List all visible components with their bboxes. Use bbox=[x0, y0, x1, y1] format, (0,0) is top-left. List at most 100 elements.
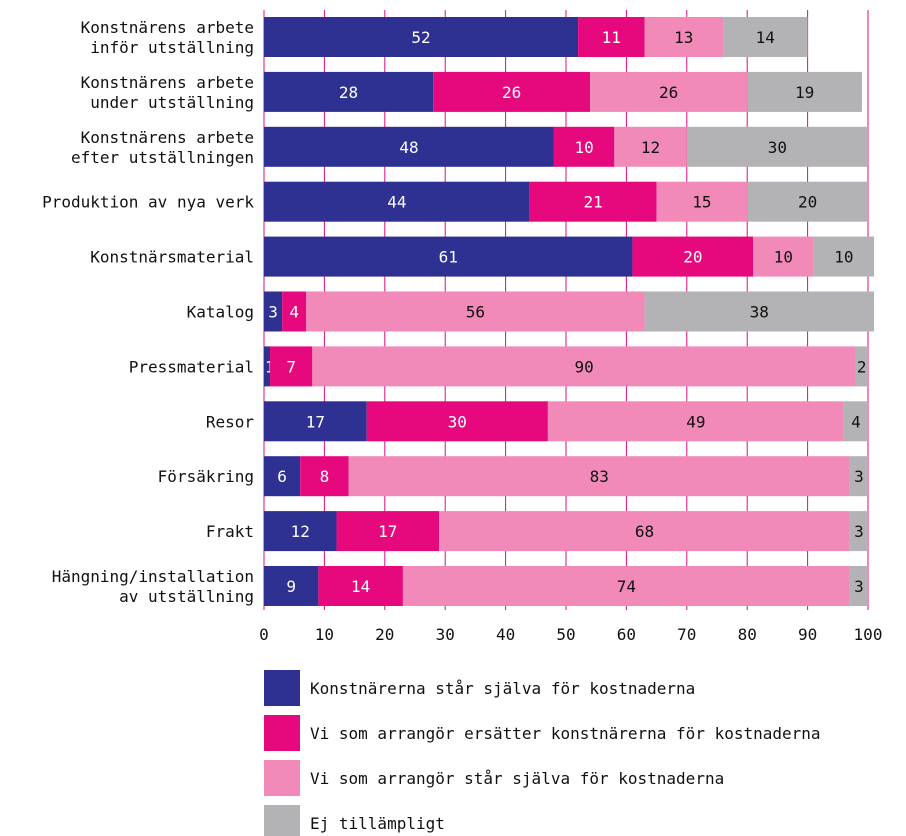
legend-label: Vi som arrangör ersätter konstnärerna fö… bbox=[310, 724, 821, 743]
bar-segment bbox=[300, 456, 349, 497]
category-label: under utställning bbox=[90, 93, 254, 112]
bar-segment bbox=[264, 71, 434, 112]
category-label: Hängning/installation bbox=[52, 567, 254, 586]
bar-segment bbox=[402, 566, 850, 606]
bar-segment bbox=[813, 236, 875, 277]
bar-segment bbox=[282, 291, 307, 332]
bar-segment bbox=[632, 236, 754, 277]
category-label: Frakt bbox=[206, 522, 254, 541]
bar-segment bbox=[753, 236, 814, 277]
legend-swatch bbox=[264, 670, 300, 706]
data-label: 9 bbox=[286, 577, 296, 596]
data-label: 30 bbox=[448, 412, 467, 431]
bar-segment bbox=[843, 401, 868, 442]
legend-label: Vi som arrangör står själva för kostnade… bbox=[310, 769, 724, 788]
bar-segment bbox=[306, 291, 645, 332]
bar-segment bbox=[264, 511, 337, 552]
x-tick-label: 70 bbox=[677, 625, 696, 644]
x-tick-label: 0 bbox=[259, 625, 269, 644]
data-label: 12 bbox=[291, 522, 310, 541]
data-label: 4 bbox=[851, 412, 861, 431]
data-label: 20 bbox=[683, 248, 702, 267]
data-label: 4 bbox=[289, 303, 299, 322]
bar-segment bbox=[270, 346, 313, 387]
bar-segment bbox=[366, 401, 548, 442]
category-label: Resor bbox=[206, 412, 255, 431]
data-label: 8 bbox=[320, 467, 330, 486]
x-tick-label: 80 bbox=[738, 625, 757, 644]
bar-segment bbox=[644, 291, 875, 332]
bar-segment bbox=[614, 126, 687, 167]
x-axis-ticks: 0 10 20 30 40 50 60 70 80 90 100 bbox=[259, 625, 882, 644]
bar-segment bbox=[723, 17, 808, 57]
bar-segment bbox=[312, 346, 856, 387]
data-label: 74 bbox=[617, 577, 636, 596]
legend-swatch bbox=[264, 715, 300, 751]
data-label: 48 bbox=[399, 138, 418, 157]
category-label: Katalog bbox=[187, 303, 254, 322]
bar-segment bbox=[849, 511, 868, 552]
data-label: 90 bbox=[574, 357, 593, 376]
bar-segment bbox=[855, 346, 868, 387]
data-label: 56 bbox=[466, 303, 485, 322]
data-label: 10 bbox=[834, 248, 853, 267]
x-tick-label: 90 bbox=[798, 625, 817, 644]
data-label: 49 bbox=[686, 412, 705, 431]
bar-segment bbox=[644, 17, 724, 57]
data-label: 20 bbox=[798, 193, 817, 212]
bar-segment bbox=[439, 511, 850, 552]
bar-segment bbox=[336, 511, 440, 552]
category-label: Konstnärens arbete bbox=[81, 18, 254, 37]
bar-segment bbox=[264, 236, 633, 277]
bar-segment bbox=[553, 126, 615, 167]
category-label: efter utställningen bbox=[71, 148, 254, 167]
data-label: 10 bbox=[774, 248, 793, 267]
bar-segment bbox=[348, 456, 850, 497]
category-label: Konstnärens arbete bbox=[81, 73, 254, 92]
bar-segment bbox=[747, 181, 868, 222]
bar-segment bbox=[656, 181, 748, 222]
category-label: Konstnärens arbete bbox=[81, 128, 254, 147]
bar-segment bbox=[849, 456, 868, 497]
data-label: 17 bbox=[378, 522, 397, 541]
x-tick-label: 20 bbox=[375, 625, 394, 644]
legend-label: Konstnärerna står själva för kostnaderna bbox=[310, 679, 695, 698]
data-label: 26 bbox=[659, 83, 678, 102]
bar-segment bbox=[433, 71, 591, 112]
data-label: 68 bbox=[635, 522, 654, 541]
bar-segment bbox=[264, 17, 579, 57]
category-label: Försäkring bbox=[158, 467, 254, 486]
x-tick-label: 60 bbox=[617, 625, 636, 644]
bar-segment bbox=[686, 126, 868, 167]
bar-segment bbox=[264, 346, 271, 387]
data-label: 17 bbox=[306, 412, 325, 431]
category-label: Pressmaterial bbox=[129, 357, 254, 376]
bar-segment bbox=[747, 71, 862, 112]
data-label: 21 bbox=[584, 193, 603, 212]
data-label: 13 bbox=[674, 28, 693, 47]
bar-segment bbox=[529, 181, 657, 222]
bar-segment bbox=[264, 401, 367, 442]
legend: Konstnärerna står själva för kostnaderna… bbox=[264, 670, 821, 836]
bar-segment bbox=[578, 17, 645, 57]
data-label: 15 bbox=[692, 193, 711, 212]
data-label: 7 bbox=[286, 357, 296, 376]
category-label: Konstnärsmaterial bbox=[90, 248, 254, 267]
x-tick-label: 100 bbox=[854, 625, 883, 644]
bar-segment bbox=[264, 181, 530, 222]
data-label: 12 bbox=[641, 138, 660, 157]
bar-segment bbox=[318, 566, 403, 606]
category-label: av utställning bbox=[119, 587, 254, 606]
bar-segment bbox=[547, 401, 844, 442]
bar-segment bbox=[264, 566, 319, 606]
data-label: 3 bbox=[854, 522, 864, 541]
data-label: 26 bbox=[502, 83, 521, 102]
data-label: 30 bbox=[768, 138, 787, 157]
data-label: 10 bbox=[574, 138, 593, 157]
bar-segment bbox=[264, 291, 283, 332]
data-label: 28 bbox=[339, 83, 358, 102]
category-label: inför utställning bbox=[90, 38, 254, 57]
data-label: 1 bbox=[265, 357, 275, 376]
